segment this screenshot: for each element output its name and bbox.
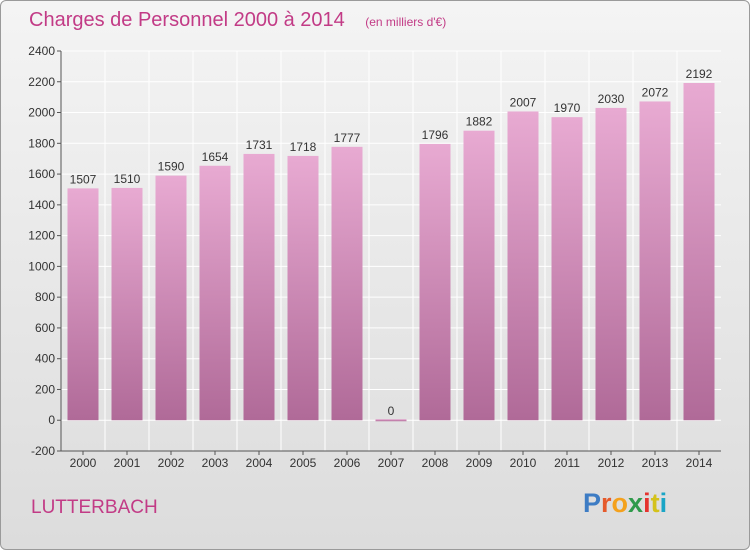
bar: [639, 101, 671, 421]
logo-letter: i: [659, 488, 668, 518]
y-tick-label: 1000: [28, 259, 55, 273]
y-tick-label: 600: [35, 321, 55, 335]
logo-letter: o: [611, 488, 629, 518]
chart-title: Charges de Personnel 2000 à 2014: [29, 9, 345, 31]
logo-letter: t: [650, 488, 660, 518]
x-tick-label: 2004: [246, 456, 273, 470]
logo-letter: P: [583, 488, 602, 518]
bar: [463, 130, 495, 421]
y-tick-label: 200: [35, 382, 55, 396]
label-layer: -200 0 200 400 600 800 1000 1200 1400 1600 1800 200…: [28, 44, 712, 470]
bar: [155, 175, 187, 421]
x-tick-label: 2007: [378, 456, 405, 470]
data-label: 1718: [290, 140, 317, 154]
logo-letter: x: [628, 488, 644, 518]
town-name: LUTTERBACH: [31, 497, 158, 518]
data-label: 1882: [466, 115, 493, 129]
y-tick-label: 0: [48, 413, 55, 427]
x-tick-label: 2001: [114, 456, 141, 470]
bar: [551, 117, 583, 421]
x-tick-label: 2014: [686, 456, 713, 470]
chart-subtitle: (en milliers d'€): [365, 15, 447, 29]
x-tick-label: 2009: [466, 456, 493, 470]
data-label: 1510: [114, 172, 141, 186]
y-tick-label: 2000: [28, 106, 55, 120]
bar: [331, 146, 363, 421]
y-tick-label: 2200: [28, 75, 55, 89]
y-tick-label: 2400: [28, 44, 55, 58]
data-label: 1507: [70, 172, 97, 186]
data-label: 1777: [334, 131, 361, 145]
x-tick-label: 2000: [70, 456, 97, 470]
axis-layer: [57, 50, 721, 455]
title-row: Charges de Personnel 2000 à 2014 (en mil…: [29, 9, 446, 32]
bar: [199, 165, 231, 421]
y-tick-label: 800: [35, 290, 55, 304]
x-tick-label: 2010: [510, 456, 537, 470]
y-tick-label: 1400: [28, 198, 55, 212]
x-tick-label: 2012: [598, 456, 625, 470]
y-tick-label: -200: [31, 444, 55, 458]
bar: [67, 188, 99, 421]
y-tick-label: 1600: [28, 167, 55, 181]
bar: [243, 153, 275, 421]
y-tick-label: 1200: [28, 229, 55, 243]
data-label: 2072: [642, 85, 669, 99]
data-label: 1796: [422, 128, 449, 142]
bar: [287, 155, 319, 421]
data-label: 1590: [158, 160, 185, 174]
bar: [683, 83, 715, 421]
bar: [507, 111, 539, 421]
data-label: 2007: [510, 95, 537, 109]
y-tick-label: 400: [35, 352, 55, 366]
data-label: 0: [388, 404, 395, 418]
x-tick-label: 2011: [554, 456, 580, 470]
x-tick-label: 2002: [158, 456, 185, 470]
bar-layer: [67, 83, 715, 422]
bar: [111, 187, 143, 421]
data-label: 2192: [686, 67, 713, 81]
x-tick-label: 2013: [642, 456, 669, 470]
bar: [375, 419, 407, 422]
data-label: 1731: [246, 138, 273, 152]
data-label: 2030: [598, 92, 625, 106]
logo-letter: r: [601, 488, 612, 518]
data-label: 1654: [202, 150, 229, 164]
data-label: 1970: [554, 101, 581, 115]
bar: [595, 107, 627, 421]
proxiti-logo[interactable]: Proxiti: [583, 488, 667, 519]
x-tick-label: 2006: [334, 456, 361, 470]
x-tick-label: 2005: [290, 456, 317, 470]
logo-letter: i: [643, 488, 651, 518]
y-tick-label: 1800: [28, 136, 55, 150]
x-tick-label: 2003: [202, 456, 229, 470]
bar: [419, 143, 451, 421]
x-tick-label: 2008: [422, 456, 449, 470]
